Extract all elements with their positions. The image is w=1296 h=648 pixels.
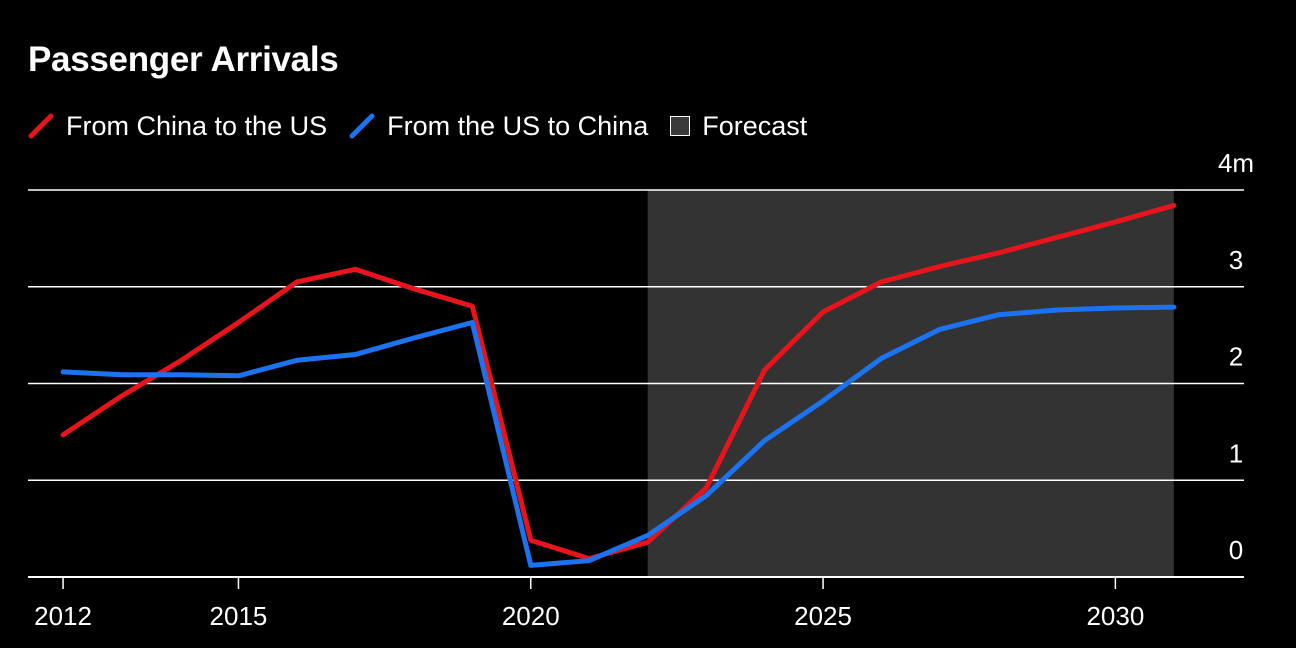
legend-swatch-us-to-china [349, 113, 375, 139]
legend-item-china-to-us: From China to the US [28, 111, 327, 142]
legend-item-us-to-china: From the US to China [349, 111, 648, 142]
x-tick-label: 2012 [34, 601, 92, 631]
y-tick-label: 3 [1229, 245, 1243, 275]
legend-label-us-to-china: From the US to China [387, 110, 649, 141]
x-tick-label: 2025 [794, 601, 852, 631]
x-tick-label: 2015 [210, 601, 268, 631]
legend-label-china-to-us: From China to the US [66, 110, 328, 141]
legend-swatch-china-to-us [28, 113, 54, 139]
y-tick-label: 1 [1229, 438, 1243, 468]
legend-swatch-forecast [670, 116, 691, 136]
chart-title: Passenger Arrivals [28, 40, 339, 79]
x-tick-label: 2030 [1086, 601, 1144, 631]
legend-label-forecast: Forecast [702, 110, 808, 141]
y-tick-label: 0 [1229, 535, 1243, 565]
y-tick-label: 4m [1218, 148, 1254, 178]
y-tick-label: 2 [1229, 342, 1243, 372]
legend-item-forecast: Forecast [670, 111, 807, 142]
series-line-us-to-china [60, 304, 1177, 568]
legend: From China to the US From the US to Chin… [28, 108, 829, 144]
x-tick-label: 2020 [502, 601, 560, 631]
